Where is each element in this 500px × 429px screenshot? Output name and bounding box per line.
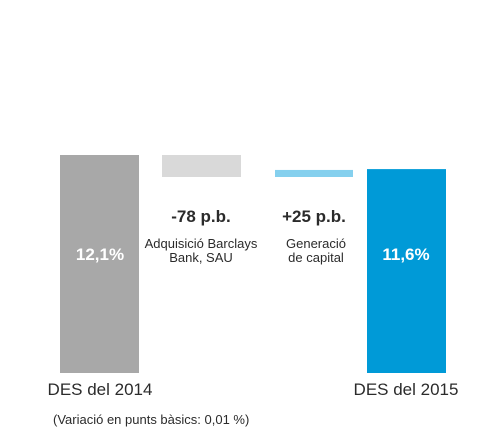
generacio-category-label-line2: de capital — [288, 250, 344, 265]
adquisicio-value-label: -78 p.b. — [171, 207, 231, 226]
generacio-category-label-line1: Generació — [286, 236, 346, 251]
chart-footnote: (Variació en punts bàsics: 0,01 %) — [53, 412, 249, 427]
adquisicio-bar — [162, 155, 241, 177]
generacio-value-label: +25 p.b. — [282, 207, 346, 226]
start-bar — [60, 155, 139, 373]
bars-layer — [60, 155, 446, 373]
end-bar-value-label: 11,6% — [382, 245, 429, 264]
end-bar — [367, 169, 446, 373]
start-category-label: DES del 2014 — [48, 380, 153, 399]
generacio-bar — [275, 169, 353, 177]
adquisicio-category-label-line1: Adquisició Barclays — [145, 236, 258, 251]
adquisicio-category-label-line2: Bank, SAU — [169, 250, 233, 265]
end-category-label: DES del 2015 — [354, 380, 459, 399]
start-bar-value-label: 12,1% — [76, 245, 124, 264]
